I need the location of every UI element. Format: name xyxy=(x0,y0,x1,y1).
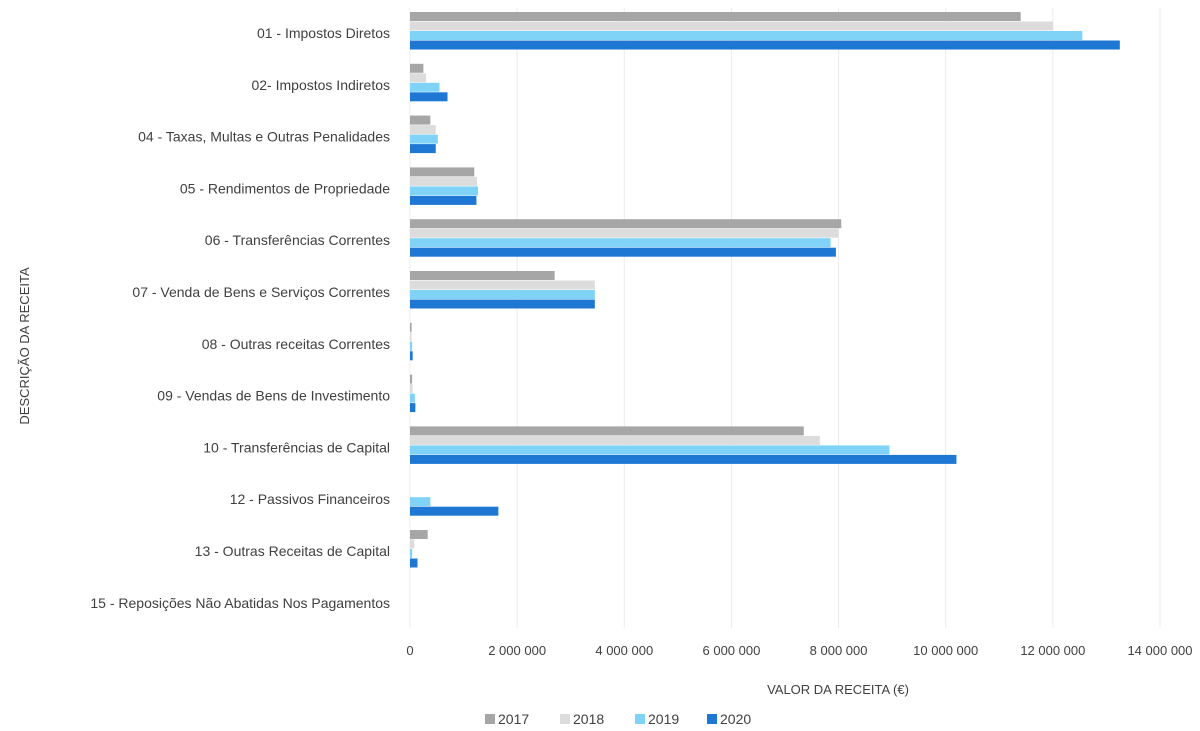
x-tick-label: 0 xyxy=(406,643,413,658)
category-label: 09 - Vendas de Bens de Investimento xyxy=(157,388,390,404)
legend-label-2020: 2020 xyxy=(720,711,751,727)
category-label: 13 - Outras Receitas de Capital xyxy=(195,543,390,559)
bar-2019-7 xyxy=(410,341,413,351)
bar-2018-9 xyxy=(410,435,820,445)
bar-2019-4 xyxy=(410,186,479,196)
legend-label-2017: 2017 xyxy=(498,711,529,727)
legend-label-2019: 2019 xyxy=(648,711,679,727)
bar-2020-8 xyxy=(410,403,416,413)
bar-2019-8 xyxy=(410,393,415,403)
bar-2020-3 xyxy=(410,144,436,154)
x-tick-label: 6 000 000 xyxy=(703,643,761,658)
bars xyxy=(410,12,1120,568)
legend-swatch-2020 xyxy=(707,714,717,724)
bar-2018-3 xyxy=(410,125,436,135)
category-label: 02- Impostos Indiretos xyxy=(251,77,390,93)
x-tick-label: 8 000 000 xyxy=(810,643,868,658)
category-label: 04 - Taxas, Multas e Outras Penalidades xyxy=(138,129,390,145)
legend-swatch-2018 xyxy=(560,714,570,724)
legend-swatch-2019 xyxy=(635,714,645,724)
x-tick-labels: 0 2 000 000 4 000 000 6 000 000 8 000 000 10 … xyxy=(406,643,1192,658)
bar-2019-10 xyxy=(410,497,431,507)
x-tick-label: 2 000 000 xyxy=(488,643,546,658)
bar-2017-4 xyxy=(410,167,475,177)
category-label: 07 - Venda de Bens e Serviços Correntes xyxy=(132,284,390,300)
category-label: 08 - Outras receitas Correntes xyxy=(202,336,390,352)
category-label: 06 - Transferências Correntes xyxy=(205,232,390,248)
bar-2018-2 xyxy=(410,73,427,83)
bar-2017-11 xyxy=(410,530,428,539)
legend-swatch-2017 xyxy=(485,714,495,724)
bar-2019-2 xyxy=(410,82,440,92)
bar-2019-5 xyxy=(410,238,831,248)
bar-2018-5 xyxy=(410,228,839,238)
bar-2017-8 xyxy=(410,374,413,384)
legend: 2017 2018 2019 2020 xyxy=(485,711,751,727)
category-label: 12 - Passivos Financeiros xyxy=(230,491,390,507)
bar-2018-1 xyxy=(410,21,1053,31)
y-axis-title: DESCRIÇÃO DA RECEITA xyxy=(17,267,32,425)
bar-2019-1 xyxy=(410,31,1083,40)
grid xyxy=(409,8,1161,628)
bar-2017-3 xyxy=(410,115,431,125)
category-label: 05 - Rendimentos de Propriedade xyxy=(180,180,390,196)
bar-2019-3 xyxy=(410,134,438,144)
bar-2020-2 xyxy=(410,92,448,102)
bar-2020-7 xyxy=(410,351,413,361)
bar-2019-9 xyxy=(410,445,890,455)
bar-2018-4 xyxy=(410,176,477,186)
bar-2020-4 xyxy=(410,195,477,205)
bar-2017-5 xyxy=(410,219,842,229)
x-tick-label: 4 000 000 xyxy=(595,643,653,658)
category-label: 01 - Impostos Diretos xyxy=(257,25,390,41)
x-tick-label: 14 000 000 xyxy=(1127,643,1192,658)
bar-2019-11 xyxy=(410,549,413,558)
bar-2018-11 xyxy=(410,539,415,549)
x-tick-label: 12 000 000 xyxy=(1020,643,1085,658)
bar-2020-11 xyxy=(410,558,418,568)
bar-2017-2 xyxy=(410,63,424,73)
bar-2020-6 xyxy=(410,299,595,309)
bar-2019-6 xyxy=(410,290,595,299)
bar-2020-10 xyxy=(410,506,499,516)
bar-2017-6 xyxy=(410,271,555,280)
legend-label-2018: 2018 xyxy=(573,711,604,727)
bar-2018-8 xyxy=(410,384,413,394)
category-labels: 01 - Impostos Diretos 02- Impostos Indire… xyxy=(90,25,390,611)
category-label: 15 - Reposições Não Abatidas Nos Pagamen… xyxy=(90,595,390,611)
bar-2017-9 xyxy=(410,426,804,436)
category-label: 10 - Transferências de Capital xyxy=(203,439,390,455)
bar-2018-6 xyxy=(410,280,595,290)
bar-2017-7 xyxy=(410,322,412,332)
bar-2020-9 xyxy=(410,454,957,464)
x-tick-label: 10 000 000 xyxy=(913,643,978,658)
bar-2017-1 xyxy=(410,12,1021,21)
bar-2018-7 xyxy=(410,332,412,342)
bar-2020-1 xyxy=(410,40,1120,50)
x-axis-title: VALOR DA RECEITA (€) xyxy=(767,682,909,697)
bar-2020-5 xyxy=(410,247,836,257)
